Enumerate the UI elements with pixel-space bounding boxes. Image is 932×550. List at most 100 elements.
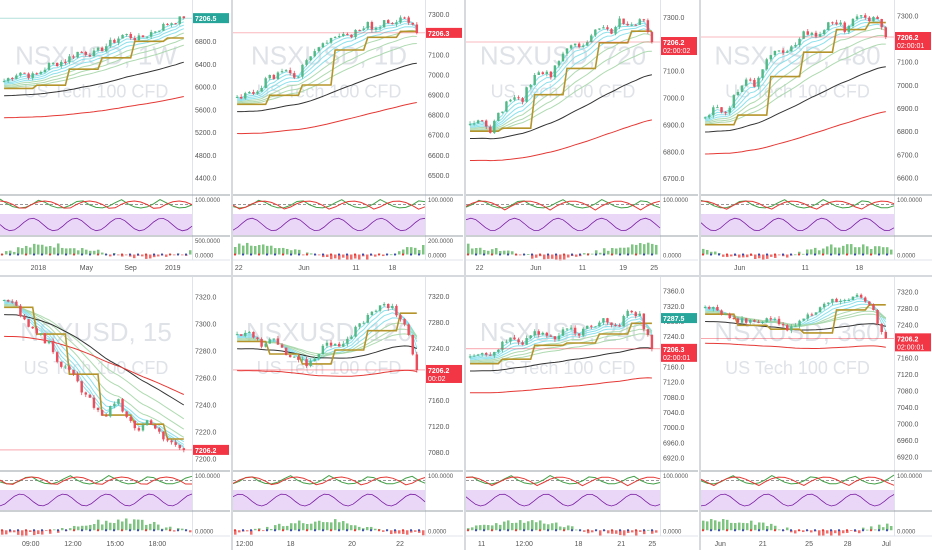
signal-dot xyxy=(144,253,148,256)
candle-body xyxy=(790,46,793,52)
signal-dot xyxy=(48,529,52,532)
signal-dot xyxy=(168,253,172,256)
histogram-bar xyxy=(595,250,598,255)
candle-body xyxy=(773,318,777,320)
signal-dot xyxy=(329,529,333,532)
signal-dot xyxy=(361,253,365,256)
candle-body xyxy=(606,27,609,30)
ma-cloud-line xyxy=(469,313,653,357)
signal-dot xyxy=(570,253,574,256)
candle-body xyxy=(590,35,593,43)
candle-body xyxy=(337,343,341,347)
histogram-bar xyxy=(37,244,40,255)
candle-body xyxy=(634,312,637,317)
histogram-bar xyxy=(890,249,893,255)
histogram-bar xyxy=(639,530,642,532)
candle-body xyxy=(137,35,141,41)
chart-pane-120[interactable]: NSXUSD, 120 US Tech 100 CFD 7320.0 7280.0 72… xyxy=(233,277,463,550)
candle-body xyxy=(545,71,549,74)
candle-body xyxy=(411,334,414,355)
candle-body xyxy=(472,355,476,357)
watermark-symbol: NSXUSD, 360 xyxy=(714,317,880,347)
histogram-bar xyxy=(382,254,385,257)
signal-dot xyxy=(821,253,825,256)
candle-body xyxy=(2,300,6,302)
histogram-bar xyxy=(551,523,554,531)
histogram-bar xyxy=(61,247,64,255)
stepline-indicator xyxy=(237,312,417,365)
histogram-bar xyxy=(330,254,333,260)
histogram-bar xyxy=(583,530,586,532)
candle-body xyxy=(851,296,855,300)
histogram-bar xyxy=(655,244,658,255)
histogram-bar xyxy=(334,254,337,259)
histogram-bar xyxy=(125,518,128,531)
candle-body xyxy=(366,22,370,29)
chart-pane-360[interactable]: NSXUSD, 360 US Tech 100 CFD 7320.0 7280.0 72… xyxy=(701,277,932,550)
candle-body xyxy=(239,96,243,99)
price-tick-label: 7160.0 xyxy=(897,355,919,362)
last-price-label: 7206.5 xyxy=(195,16,217,23)
signal-dot xyxy=(586,529,590,532)
histogram-bar xyxy=(13,530,16,533)
signal-dot xyxy=(837,253,841,256)
candle-body xyxy=(493,120,496,133)
candle-body xyxy=(133,420,137,429)
candle-body xyxy=(712,306,715,309)
candle-body xyxy=(468,123,472,125)
signal-dot xyxy=(8,253,12,256)
signal-dot xyxy=(16,529,20,532)
rsi-band xyxy=(466,214,660,235)
price-tick-label: 7040.0 xyxy=(663,410,685,417)
histogram-bar xyxy=(507,520,510,531)
signal-dot xyxy=(136,529,140,532)
time-tick-label: 12:00 xyxy=(236,541,254,548)
histogram-bar xyxy=(406,247,409,255)
histogram-bar xyxy=(878,246,881,255)
candle-body xyxy=(590,325,593,327)
histogram-bar xyxy=(37,530,40,535)
candle-body xyxy=(325,342,329,346)
histogram-bar xyxy=(742,522,745,531)
histogram-bar xyxy=(93,250,96,255)
pane-divider[interactable] xyxy=(0,275,932,277)
candle-body xyxy=(333,37,337,39)
chart-pane-15[interactable]: NSXUSD, 15 US Tech 100 CFD 7320.0 7300.0 728… xyxy=(0,277,230,550)
histogram-bar xyxy=(117,519,120,531)
histogram-bar xyxy=(543,254,546,260)
last-price-tag xyxy=(895,31,931,50)
candle-body xyxy=(6,78,10,82)
signal-dot xyxy=(578,529,582,532)
candle-body xyxy=(884,27,888,37)
rsi-band xyxy=(466,490,660,510)
candle-body xyxy=(602,318,605,323)
candle-body xyxy=(23,316,26,320)
histogram-bar xyxy=(487,250,490,255)
osc-line-red xyxy=(466,200,661,211)
histogram-bar xyxy=(262,244,265,255)
signal-dot xyxy=(829,253,833,256)
histogram-bar xyxy=(842,530,845,534)
histogram-bar xyxy=(41,530,44,535)
candle-body xyxy=(317,47,321,52)
candle-body xyxy=(288,355,292,358)
candle-body xyxy=(586,42,589,46)
candle-body xyxy=(876,16,879,19)
candle-body xyxy=(256,91,259,94)
candle-body xyxy=(346,338,349,344)
chart-pane-240[interactable]: NSXUSD, 240 US Tech 100 CFD 7360.0 7320.0 72… xyxy=(466,277,698,550)
price-tick-label: 6900.0 xyxy=(897,106,919,113)
signal-dot xyxy=(466,529,470,532)
candle-body xyxy=(321,345,325,355)
candle-body xyxy=(618,18,621,28)
candle-body xyxy=(337,36,341,38)
histogram-bar xyxy=(523,522,526,531)
histogram-bar xyxy=(266,526,269,531)
histogram-bar xyxy=(394,530,397,534)
last-price-label: 7206.2 xyxy=(428,368,450,375)
histogram-bar xyxy=(710,251,713,255)
